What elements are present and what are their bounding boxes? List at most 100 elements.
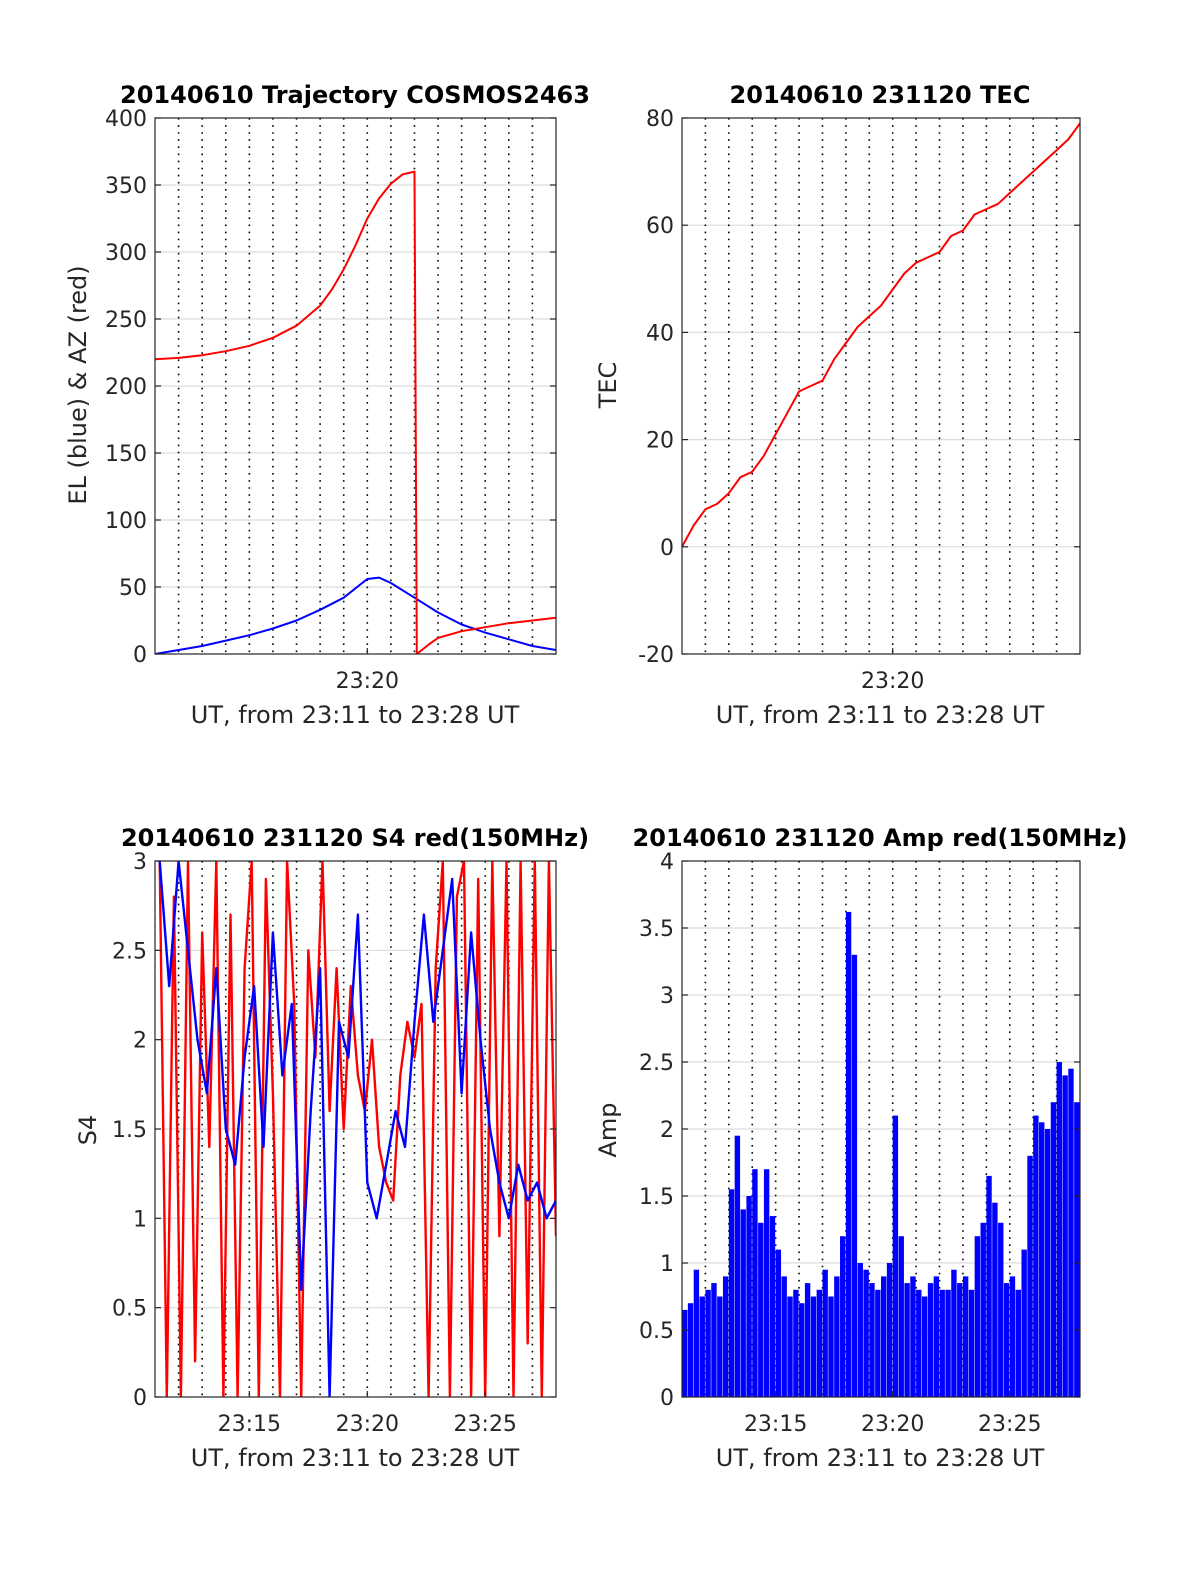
amp-bar — [881, 1276, 887, 1397]
x-axis-label: UT, from 23:11 to 23:28 UT — [716, 701, 1045, 729]
chart-title: 20140610 231120 S4 red(150MHz) — [121, 824, 589, 852]
data-point — [201, 645, 203, 647]
data-point — [1008, 192, 1011, 194]
amp-bar — [693, 1269, 700, 1397]
data-point — [319, 608, 321, 611]
amp-bar — [992, 1202, 998, 1397]
data-point — [437, 611, 439, 614]
data-point — [399, 1074, 402, 1077]
y-tick-label: 250 — [105, 308, 147, 333]
amp-bar — [939, 1289, 945, 1397]
y-tick-label: 0.5 — [112, 1297, 147, 1322]
amp-bar — [845, 911, 852, 1397]
amp-bar — [793, 1289, 799, 1397]
y-tick-label: 0 — [660, 1386, 674, 1411]
data-point — [484, 626, 487, 628]
data-point — [378, 1146, 380, 1148]
amp-bar — [722, 1276, 729, 1397]
data-point — [366, 1181, 369, 1184]
amp-bar — [840, 1236, 846, 1397]
data-point — [354, 587, 357, 590]
data-point — [208, 1146, 211, 1148]
data-point — [371, 1038, 373, 1041]
amp-bar — [804, 1283, 811, 1397]
data-point — [224, 639, 227, 642]
data-point — [774, 433, 777, 436]
amp-bar — [910, 1276, 916, 1397]
data-point — [950, 235, 953, 237]
data-point — [508, 638, 510, 641]
data-point — [1032, 170, 1034, 173]
x-tick-label: 23:25 — [978, 1412, 1041, 1437]
data-point — [868, 315, 871, 318]
x-axis-label: UT, from 23:11 to 23:28 UT — [191, 1444, 520, 1472]
data-point — [215, 967, 218, 969]
data-point — [498, 1235, 501, 1237]
x-tick-label: 23:20 — [861, 669, 924, 694]
series-layer — [155, 170, 556, 654]
data-point — [938, 251, 941, 253]
amp-bar — [851, 954, 858, 1397]
data-point — [177, 649, 180, 651]
y-tick-label: 2 — [133, 1029, 147, 1054]
data-point — [406, 1021, 409, 1023]
data-point — [342, 596, 345, 599]
data-point — [413, 1056, 416, 1059]
amp-bar — [1074, 1102, 1080, 1397]
series-line-1 — [155, 170, 556, 654]
data-point — [281, 1074, 284, 1077]
data-point — [385, 1181, 387, 1184]
amp-bar — [752, 1169, 758, 1397]
data-point — [404, 1146, 406, 1148]
data-point — [477, 878, 479, 880]
amp-bar — [1033, 1115, 1039, 1397]
amp-bar — [980, 1222, 986, 1397]
data-point — [342, 1128, 345, 1130]
data-point — [319, 304, 321, 307]
y-tick-label: 2.5 — [639, 1051, 674, 1076]
y-axis-label: EL (blue) & AZ (red) — [64, 265, 92, 504]
y-tick-label: 4 — [660, 850, 674, 875]
amp-bar — [740, 1209, 746, 1397]
y-tick-label: 3 — [660, 984, 674, 1009]
data-point — [309, 1110, 312, 1112]
y-tick-label: 0 — [133, 643, 147, 668]
data-point — [347, 1056, 350, 1059]
data-point — [692, 524, 695, 527]
chart-title: 20140610 Trajectory COSMOS2463 — [120, 81, 590, 109]
data-point — [366, 578, 369, 580]
data-point — [704, 508, 707, 511]
data-point — [272, 336, 274, 339]
amp-bar — [927, 1283, 934, 1397]
data-point — [354, 244, 357, 247]
x-tick-label: 23:20 — [861, 1412, 924, 1437]
data-point — [470, 931, 472, 934]
amp-bar — [968, 1289, 975, 1397]
data-point — [484, 631, 487, 634]
y-tick-label: 50 — [119, 576, 147, 601]
s4-panel: 20140610 231120 S4 red(150MHz) UT, from … — [74, 824, 589, 1472]
data-point — [985, 208, 988, 210]
data-point — [349, 985, 352, 987]
data-point — [173, 895, 175, 898]
y-tick-label: 1.5 — [112, 1118, 147, 1143]
amp-bar — [834, 1276, 840, 1397]
amp-bar — [957, 1283, 963, 1397]
y-tick-label: 150 — [105, 442, 147, 467]
data-point — [366, 217, 369, 220]
chart-title: 20140610 231120 Amp red(150MHz) — [633, 824, 1128, 852]
y-tick-label: 3 — [133, 850, 147, 875]
data-point — [253, 985, 255, 987]
y-tick-label: 2.5 — [112, 939, 147, 964]
amp-bar — [986, 1175, 992, 1397]
plot-area: 0 0.5 1 1.5 2 2.5 3 3.5 4 23:15 23:20 23:25 — [639, 850, 1081, 1437]
series-layer — [682, 911, 1080, 1397]
y-tick-label: 80 — [646, 107, 674, 132]
plot-area: -20 0 20 40 60 80 23:20 — [638, 107, 1081, 694]
amp-bar — [933, 1276, 940, 1397]
amp-bar — [863, 1269, 869, 1397]
amp-bar — [945, 1289, 951, 1397]
amp-bar — [1062, 1075, 1068, 1397]
amp-bar — [1056, 1062, 1062, 1397]
x-tick-label: 23:15 — [744, 1412, 807, 1437]
